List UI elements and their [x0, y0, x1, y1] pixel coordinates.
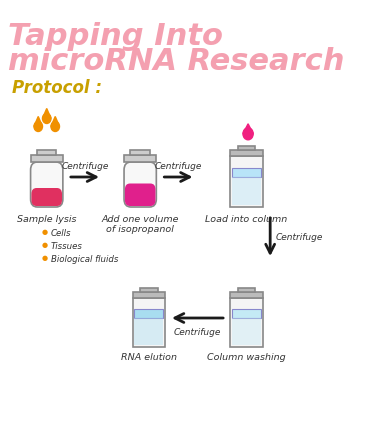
Text: Cells: Cells [51, 229, 71, 238]
Circle shape [51, 121, 60, 132]
Bar [134, 318, 163, 345]
Text: Protocol :: Protocol : [12, 79, 102, 97]
Text: microRNA Research: microRNA Research [9, 47, 345, 76]
Bar [124, 155, 156, 162]
Text: Biological fluids: Biological fluids [51, 255, 118, 264]
Bar [132, 292, 165, 298]
Bar [134, 309, 163, 318]
Circle shape [34, 121, 42, 132]
Bar [232, 177, 261, 205]
Text: Load into column: Load into column [205, 215, 288, 224]
Bar [230, 156, 263, 207]
Bar [230, 292, 263, 298]
FancyBboxPatch shape [32, 188, 62, 206]
Text: Add one volume
of isopropanol: Add one volume of isopropanol [102, 215, 179, 234]
Bar [230, 298, 263, 347]
Circle shape [243, 128, 253, 140]
Bar [31, 155, 63, 162]
Polygon shape [243, 124, 253, 134]
Bar [140, 288, 158, 292]
Text: Centrifuge: Centrifuge [275, 232, 323, 242]
Text: Column washing: Column washing [207, 353, 286, 362]
Polygon shape [34, 117, 42, 126]
FancyBboxPatch shape [31, 162, 63, 207]
Text: ●: ● [42, 255, 48, 261]
Text: Tissues: Tissues [51, 242, 83, 251]
Text: ●: ● [42, 229, 48, 235]
Text: RNA elution: RNA elution [121, 353, 177, 362]
Bar [37, 150, 57, 155]
Bar [232, 309, 261, 318]
FancyBboxPatch shape [125, 184, 155, 206]
Text: Centrifuge: Centrifuge [155, 162, 202, 171]
Text: Tapping Into: Tapping Into [9, 22, 224, 51]
Text: Sample lysis: Sample lysis [17, 215, 77, 224]
Bar [131, 150, 150, 155]
Text: ●: ● [42, 242, 48, 248]
Bar [232, 168, 261, 177]
Polygon shape [42, 108, 51, 118]
Bar [132, 298, 165, 347]
Circle shape [42, 114, 51, 124]
Bar [230, 150, 263, 156]
Bar [237, 288, 255, 292]
Bar [232, 318, 261, 345]
Bar [237, 146, 255, 150]
Polygon shape [51, 117, 60, 126]
FancyBboxPatch shape [124, 162, 156, 207]
Text: Centrifuge: Centrifuge [174, 328, 221, 337]
Text: Centrifuge: Centrifuge [61, 162, 109, 171]
